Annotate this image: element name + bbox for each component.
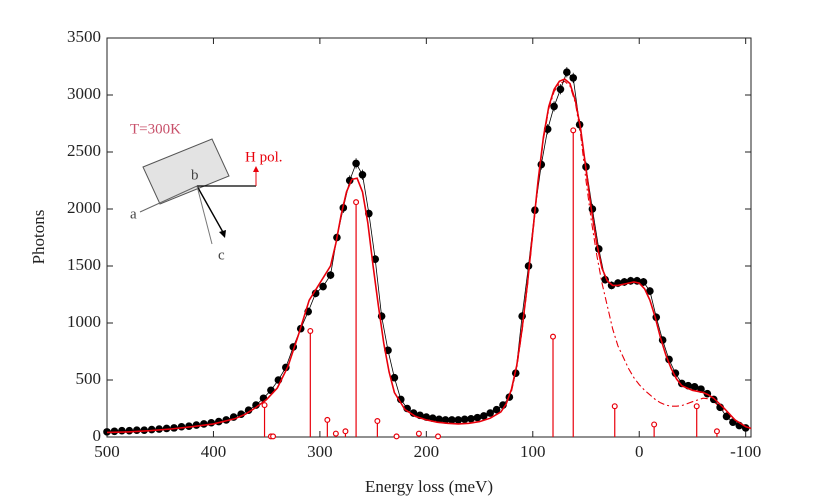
stem-marker	[374, 418, 381, 425]
data-point	[118, 426, 126, 435]
axis-a-label: a	[130, 206, 137, 222]
x-tick-label: 200	[414, 442, 440, 461]
data-point	[207, 418, 216, 427]
data-point	[435, 415, 443, 424]
x-tick-label: 100	[520, 442, 546, 461]
stem-marker	[713, 428, 720, 435]
axis-c-label: c	[218, 247, 225, 263]
data-point	[252, 401, 260, 409]
y-tick-label: 3500	[67, 27, 101, 46]
stem-marker	[570, 127, 577, 134]
axis-c-line	[196, 185, 213, 245]
data-point	[358, 171, 367, 179]
data-point	[133, 426, 141, 434]
stem-marker	[611, 403, 618, 410]
data-point	[162, 424, 171, 433]
data-point	[155, 425, 163, 433]
y-tick-label: 2000	[67, 198, 101, 217]
x-tick-label: 0	[635, 442, 644, 461]
data-point	[550, 102, 558, 111]
data-point	[448, 416, 456, 424]
data-point	[467, 414, 475, 423]
y-tick-label: 3000	[67, 84, 101, 103]
stem-marker	[332, 430, 339, 437]
data-point	[345, 176, 354, 185]
data-point	[319, 282, 327, 291]
temperature-label: T=300K	[130, 121, 181, 137]
data-point	[556, 85, 565, 94]
x-tick-label: -100	[730, 442, 761, 461]
y-tick-label: 2500	[67, 141, 101, 160]
axis-a-line	[139, 185, 198, 213]
y-axis-label: Photons	[29, 210, 48, 265]
stem-marker	[435, 433, 442, 440]
data-point	[569, 74, 578, 82]
data-point	[537, 160, 546, 169]
data-point	[441, 416, 450, 424]
data-point	[244, 406, 253, 415]
stem-marker	[324, 416, 331, 423]
stem-marker	[550, 333, 557, 340]
pol-arrowhead	[253, 166, 259, 172]
y-tick-label: 1000	[67, 312, 101, 331]
arrowhead	[219, 230, 226, 238]
data-point	[185, 422, 193, 430]
stem-marker	[270, 433, 277, 440]
data-point	[200, 420, 208, 428]
x-tick-label: 400	[201, 442, 227, 461]
data-point	[177, 422, 186, 431]
data-point	[454, 416, 463, 424]
stem-marker	[261, 402, 268, 409]
data-point	[390, 373, 399, 382]
data-point	[486, 409, 495, 417]
data-point	[492, 405, 501, 414]
data-point	[646, 287, 654, 295]
stem-marker	[307, 327, 314, 334]
y-tick-label: 500	[76, 369, 102, 388]
data-point	[639, 278, 648, 286]
data-line	[106, 71, 746, 433]
data-point	[480, 412, 488, 420]
data-point	[690, 383, 699, 391]
data-point	[147, 425, 156, 434]
stem-marker	[353, 199, 360, 206]
component-line	[510, 80, 752, 430]
data-point	[371, 255, 380, 263]
data-point	[473, 413, 482, 422]
stem-marker	[342, 428, 349, 435]
data-point	[326, 271, 335, 279]
arrow-out	[196, 185, 225, 235]
stem-marker	[415, 430, 422, 437]
data-point	[110, 427, 119, 436]
data-point	[409, 409, 418, 417]
y-tick-label: 0	[93, 426, 102, 445]
stem-marker	[393, 433, 400, 440]
data-point	[396, 395, 405, 404]
fit-line	[106, 78, 752, 434]
data-point	[352, 159, 360, 168]
x-tick-label: 500	[94, 442, 120, 461]
x-axis-label: Energy loss (meV)	[365, 477, 493, 496]
crystal	[142, 138, 230, 205]
polarization-label: H pol.	[245, 149, 283, 165]
y-tick-label: 1500	[67, 255, 101, 274]
stem-marker	[693, 403, 700, 410]
data-point	[140, 426, 149, 434]
data-point	[125, 426, 134, 435]
data-point	[563, 68, 571, 76]
plot-frame	[106, 37, 752, 438]
data-point	[518, 312, 526, 320]
data-point	[460, 415, 469, 424]
stem-marker	[651, 421, 658, 428]
data-point	[722, 412, 731, 421]
data-point	[671, 369, 680, 377]
axis-b-label: b	[191, 167, 199, 183]
data-point	[678, 379, 686, 388]
x-tick-label: 300	[307, 442, 333, 461]
inset-diagram: T=300K H pol. a b c	[130, 121, 283, 263]
